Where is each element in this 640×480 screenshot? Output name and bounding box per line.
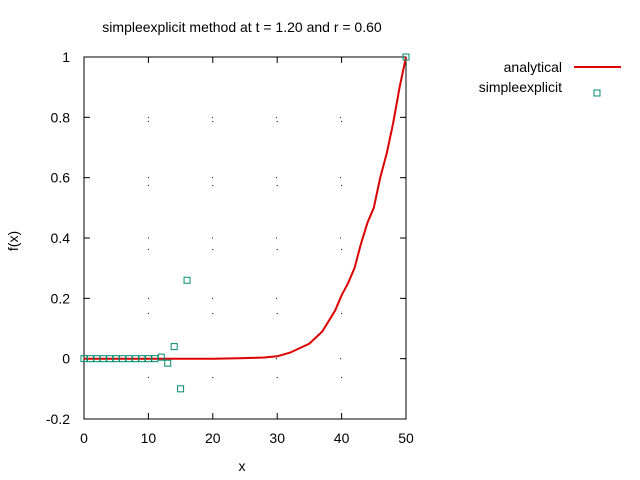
chart-title: simpleexplicit method at t = 1.20 and r … <box>102 19 382 35</box>
legend-label-analytical: analytical <box>504 59 562 75</box>
y-tick-label: 0.2 <box>51 290 71 306</box>
legend-swatch-simpleexplicit <box>593 89 601 97</box>
simpleexplicit-point <box>164 359 172 367</box>
x-tick-label: 30 <box>269 430 285 446</box>
y-axis-label: f(x) <box>5 231 21 251</box>
simpleexplicit-point <box>402 53 410 61</box>
y-tick-label: 0.4 <box>51 230 71 246</box>
legend-label-simpleexplicit: simpleexplicit <box>479 79 562 95</box>
simpleexplicit-point <box>183 276 191 284</box>
y-tick-label: 0.6 <box>51 170 71 186</box>
x-tick-label: 10 <box>141 430 157 446</box>
y-tick-label: -0.2 <box>46 411 70 427</box>
analytical-line <box>84 56 407 360</box>
plot-area-frame <box>83 56 407 420</box>
y-tick-label: 0 <box>62 351 70 367</box>
simpleexplicit-point <box>177 385 185 393</box>
simpleexplicit-point <box>157 353 165 361</box>
grid <box>83 56 407 420</box>
y-tick-label: 0.8 <box>51 109 71 125</box>
x-tick-label: 20 <box>205 430 221 446</box>
tick-labels: 0 10 20 30 40 50 -0.2 0 0.2 0.4 0.6 0.8 1 <box>46 49 414 446</box>
y-tick-label: 1 <box>62 49 70 65</box>
simpleexplicit-point <box>170 343 178 351</box>
axis-ticks <box>83 56 407 420</box>
data-series <box>80 53 410 393</box>
x-tick-label: 40 <box>334 430 350 446</box>
x-axis-label: x <box>239 458 246 474</box>
x-tick-label: 0 <box>80 430 88 446</box>
legend: analytical simpleexplicit <box>479 59 621 97</box>
x-tick-label: 50 <box>398 430 414 446</box>
